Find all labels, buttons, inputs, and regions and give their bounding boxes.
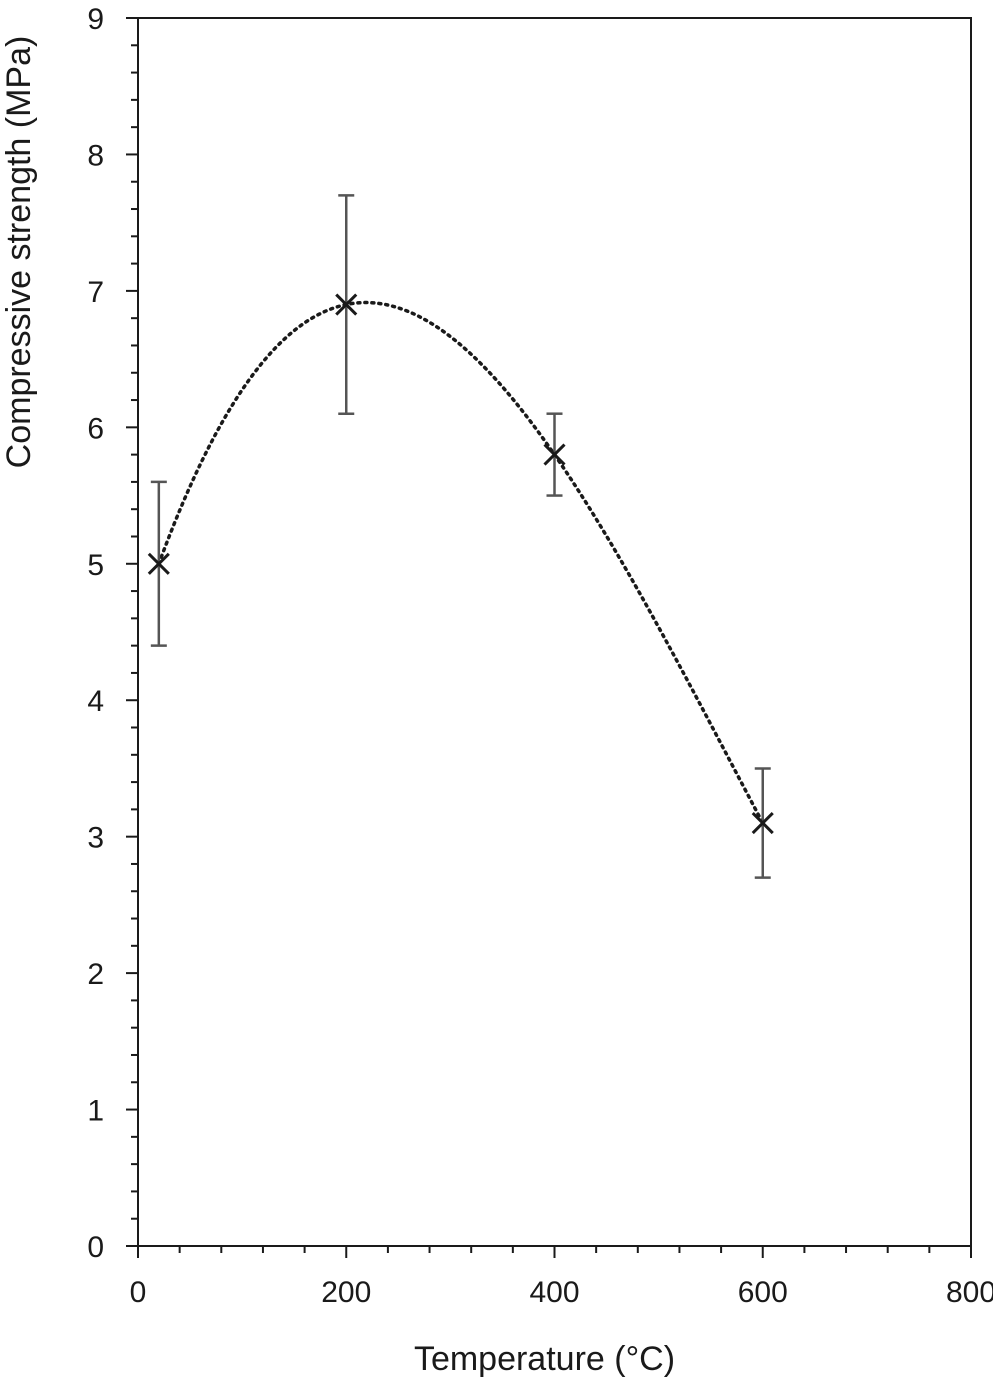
y-axis-title: Compressive strength (MPa)	[0, 36, 38, 469]
y-tick-label: 8	[87, 139, 104, 172]
data-point	[751, 811, 774, 835]
x-axis-title: Temperature (°C)	[414, 1340, 675, 1378]
x-tick-label: 400	[529, 1276, 579, 1309]
y-tick-label: 9	[87, 3, 104, 36]
x-tick-label: 0	[130, 1276, 147, 1309]
y-tick-label: 1	[87, 1095, 104, 1128]
y-tick-labels: 0 1 2 3 4 5 6 7 8 9	[87, 3, 104, 1264]
marker-stroke	[751, 811, 774, 835]
marker-stroke	[543, 443, 566, 466]
x-tick-label: 200	[321, 1276, 371, 1309]
y-tick-label: 4	[87, 685, 104, 718]
plot-frame	[137, 17, 972, 1247]
y-minor-ticks	[131, 44, 138, 1220]
y-tick-label: 6	[87, 412, 104, 445]
data-point	[543, 443, 566, 466]
x-major-ticks	[137, 1246, 972, 1258]
y-tick-label: 2	[87, 958, 104, 991]
data-point	[335, 293, 358, 316]
y-major-ticks	[126, 17, 138, 1247]
y-tick-label: 5	[87, 549, 104, 582]
data-markers	[147, 293, 774, 835]
trendline	[157, 300, 765, 825]
y-tick-label: 7	[87, 276, 104, 309]
marker-stroke	[147, 552, 170, 575]
x-tick-label: 600	[738, 1276, 788, 1309]
x-tick-labels: 0 200 400 600 800	[130, 1276, 993, 1309]
x-tick-label: 800	[946, 1276, 993, 1309]
data-point	[147, 552, 170, 575]
error-bars	[150, 194, 771, 879]
y-tick-label: 0	[87, 1231, 104, 1264]
x-minor-ticks	[178, 1246, 931, 1253]
y-tick-label: 3	[87, 822, 104, 855]
marker-stroke	[335, 293, 358, 316]
